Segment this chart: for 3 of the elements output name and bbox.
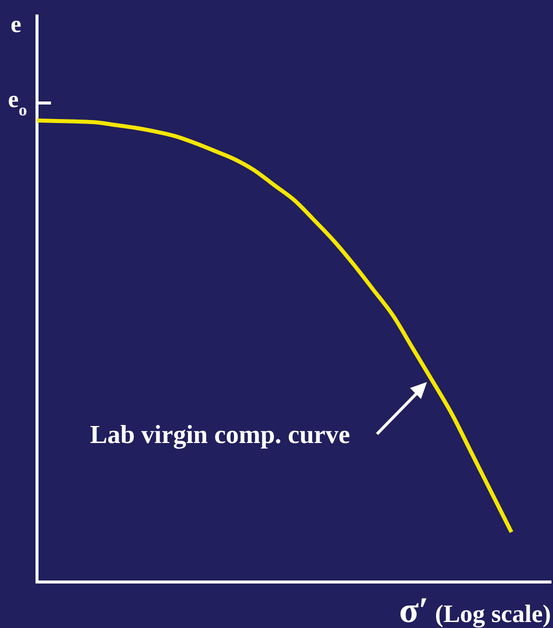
y-axis-title: e (10, 12, 22, 38)
x-axis-title: σ′ (Log scale) (399, 590, 552, 628)
annotation: Lab virgin comp. curve (90, 420, 350, 449)
